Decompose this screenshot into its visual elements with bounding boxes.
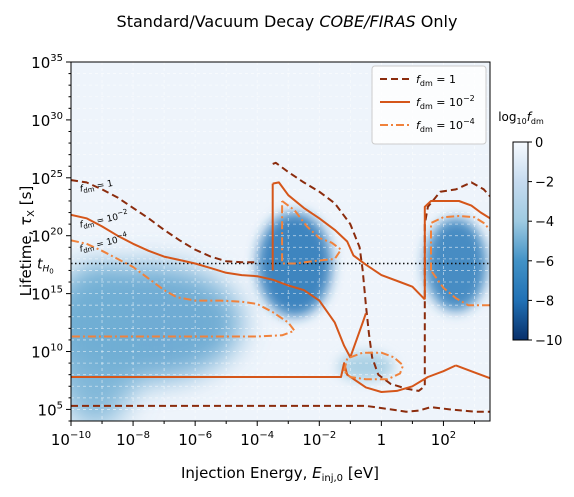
contour-line: [272, 161, 490, 392]
x-axis-title-sub: inj,0: [322, 473, 343, 484]
contour-lines: [71, 161, 490, 413]
axis-ticks: 10−10 10−8 10−6 10−4 10−2 1 102 105 1010 1015 1020…: [31, 53, 475, 449]
x-tick-label: 10−8: [116, 430, 150, 449]
y-axis-title-var: τ: [17, 216, 35, 226]
x-axis-title: Injection Energy, Einj,0 [eV]: [181, 464, 379, 484]
legend-label: fdm = 10−2: [416, 94, 475, 111]
title-part-3: Only: [416, 12, 458, 31]
contour-line: [455, 364, 490, 380]
x-axis-title-var: E: [312, 464, 322, 482]
x-axis-title-unit: [eV]: [343, 464, 379, 482]
contour-line: [343, 351, 405, 381]
contour-line: [71, 404, 490, 413]
y-tick-label: 1015: [31, 285, 63, 304]
contour-line: [281, 200, 342, 265]
y-tick-label: 1035: [31, 53, 63, 72]
y-tick-label: 105: [38, 400, 63, 419]
contour-line: [430, 269, 490, 307]
x-tick-label: 10−6: [178, 430, 212, 449]
y-axis-title-sub: X: [26, 210, 37, 217]
contour-line: [71, 239, 296, 338]
colorbar-tick-label: −4: [535, 215, 554, 230]
x-tick-label: 1: [377, 431, 387, 449]
title-part-2: COBE/FIRAS: [319, 12, 415, 31]
plot-frame: [70, 61, 491, 422]
x-tick-label: 102: [431, 430, 456, 449]
chart-title: Standard/Vacuum Decay COBE/FIRAS Only: [117, 12, 458, 31]
colorbar-label-log: log: [498, 110, 516, 124]
legend-label: fdm = 1: [416, 73, 456, 88]
colorbar-tick-label: −6: [535, 255, 554, 270]
x-tick-label: 10−4: [240, 430, 274, 449]
heat-region: [337, 352, 394, 381]
x-axis-title-text: Injection Energy,: [181, 464, 312, 482]
contour-line: [272, 181, 426, 301]
colorbar-tick-label: −10: [535, 334, 562, 349]
y-tick-label: 1020: [31, 227, 63, 246]
colorbar-label-base: 10: [517, 117, 527, 126]
contour-line: [423, 200, 490, 300]
legend-label: fdm = 10−4: [416, 117, 475, 134]
legend: fdm = 1 fdm = 10−2 fdm = 10−4: [371, 65, 487, 145]
y-tick-label: 1030: [31, 111, 63, 130]
colorbar-tick-label: −2: [535, 176, 554, 191]
colorbar-tick-label: −8: [535, 294, 554, 309]
title-part-1: Standard/Vacuum Decay: [117, 12, 320, 31]
x-tick-label: 10−10: [51, 430, 91, 449]
colorbar-label-var: f: [527, 110, 533, 124]
heat-region: [71, 264, 140, 421]
y-axis-title-text: Lifetime,: [17, 226, 35, 296]
contour-line: [71, 179, 258, 264]
hubble-time-label: tH0: [37, 257, 54, 276]
heat-region: [257, 212, 332, 317]
heat-region: [424, 218, 487, 311]
contour-line: [71, 213, 367, 359]
colorbar-gradient-bar: [512, 141, 529, 341]
y-tick-label: 1010: [31, 343, 63, 362]
colorbar-label-var-sub: dm: [531, 117, 544, 126]
x-tick-label: 10−2: [302, 430, 336, 449]
colorbar-tick-label: 0: [535, 136, 543, 151]
y-axis-title-unit: [s]: [17, 186, 35, 210]
contour-line: [71, 362, 457, 393]
contour-line: [430, 215, 490, 271]
colorbar: log10fdm 0 −2 −4 −6 −8 −10: [498, 110, 562, 349]
y-tick-label: 1025: [31, 169, 63, 188]
y-axis-title: Lifetime, τX [s]: [17, 186, 37, 297]
contour-label-0: fdm = 1: [79, 179, 114, 196]
colorbar-label: log10fdm: [498, 110, 544, 126]
